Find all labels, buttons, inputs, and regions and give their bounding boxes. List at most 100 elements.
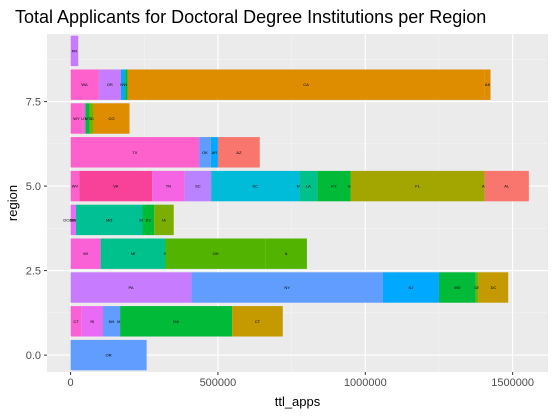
segment-label: AR	[212, 150, 218, 155]
bar-segment-dc	[478, 272, 509, 303]
bar-segment-mt	[85, 103, 90, 134]
y-axis-title: region	[5, 185, 20, 221]
segment-label: OR	[107, 82, 113, 87]
segment-label: MD	[454, 285, 460, 290]
bar-segment-ks	[142, 204, 155, 236]
bar-segment-ca	[127, 69, 485, 100]
bars-layer: ORCTRINHMEMACTPANYNJMDDEDCWIMIINOHILDC/M…	[63, 35, 529, 371]
x-axis-title: ttl_apps	[275, 394, 321, 409]
segment-label: PR	[72, 48, 78, 53]
bar-segment-nj	[382, 272, 439, 303]
segment-label: CO	[109, 116, 115, 121]
bar-segment-ma	[120, 306, 233, 337]
y-axis: 0.0 2.5 5.0 7.5	[26, 97, 47, 362]
bar-segment-tx	[70, 137, 200, 168]
segment-label: WV	[72, 184, 79, 189]
bar-region-2: PA NY NJ MD DE DC	[70, 272, 509, 303]
bar-segment-ny	[191, 272, 383, 303]
segment-label: CT	[255, 319, 261, 324]
x-tick-label: 500000	[200, 377, 237, 389]
segment-label: ID	[90, 116, 94, 121]
bar-region-6: TX OK AR AZ	[70, 137, 260, 168]
bar-segment-ri	[81, 306, 103, 337]
bar-segment-pr	[70, 35, 79, 67]
bar-segment-de	[475, 272, 479, 303]
y-tick-label: 5.0	[26, 181, 41, 193]
segment-label: TN	[166, 184, 171, 189]
bar-segment-wy	[70, 103, 83, 134]
bar-segment-mo	[75, 204, 143, 236]
segment-label: RI	[90, 319, 94, 324]
segment-label: DC/MN/NE	[63, 217, 83, 222]
segment-label: NV	[120, 82, 126, 87]
segment-label: AK	[485, 82, 491, 87]
bar-segment-la	[299, 170, 318, 202]
bar-segment-dc-mn-ne	[70, 204, 76, 236]
bar-segment-co	[93, 103, 130, 134]
segment-label: UT	[81, 116, 87, 121]
segment-label: MT	[85, 116, 91, 121]
bar-segment-wi	[70, 238, 101, 269]
bar-segment-ct	[232, 306, 283, 337]
chart-title: Total Applicants for Doctoral Degree Ins…	[15, 7, 486, 27]
bar-segment-il	[265, 238, 307, 269]
bar-segment-sc	[184, 170, 212, 202]
bar-segment-va	[79, 170, 153, 202]
segment-label: WI	[83, 251, 88, 256]
segment-label: IA	[162, 217, 166, 222]
segment-label: WY	[73, 116, 80, 121]
bar-segment-fl	[350, 170, 485, 202]
segment-label: MI	[131, 251, 135, 256]
segment-label: CA	[303, 82, 309, 87]
bar-segment-md	[438, 272, 476, 303]
bar-region-3: WIMIINOHIL	[70, 238, 307, 269]
bar-region-0: OR	[70, 339, 147, 371]
segment-label: CT	[74, 319, 80, 324]
bar-segment-wa	[70, 69, 99, 100]
segment-label: PA	[128, 285, 133, 290]
segment-label: AZ	[236, 150, 242, 155]
segment-label: DE	[474, 285, 480, 290]
bar-segment-ar	[210, 137, 218, 168]
bar-segment-or	[70, 339, 147, 371]
x-tick-label: 1500000	[491, 377, 534, 389]
bar-region-9: PR	[70, 35, 79, 67]
segment-label: IL	[285, 251, 289, 256]
segment-label: AL	[504, 184, 510, 189]
segment-label: OR	[106, 353, 112, 358]
bar-segment-ut	[82, 103, 86, 134]
bar-segment-id	[89, 103, 94, 134]
bar-segment-ky	[317, 170, 351, 202]
bar-segment-ok	[199, 137, 211, 168]
bar-region-5: WVVATNSCNCMSLAKYGAFLARAL	[70, 170, 529, 202]
segment-label: DC	[491, 285, 497, 290]
x-tick-label: 1000000	[344, 377, 387, 389]
segment-label: KY	[331, 184, 337, 189]
segment-label: FL	[415, 184, 420, 189]
segment-label: MA	[173, 319, 179, 324]
segment-label: OH	[213, 251, 219, 256]
bar-segment-hi	[125, 69, 128, 100]
bar-segment-nh	[102, 306, 121, 337]
bar-segment-ia	[154, 204, 174, 236]
bar-region-4: DC/MN/NESD/NDMOMNKSIA	[63, 204, 174, 236]
segment-label: SC	[195, 184, 201, 189]
segment-label: OK	[202, 150, 208, 155]
segment-label: KS	[146, 217, 152, 222]
segment-label: VA	[113, 184, 118, 189]
segment-label: NY	[284, 285, 290, 290]
x-axis: 0 500000 1000000 1500000	[68, 372, 534, 389]
segment-label: LA	[306, 184, 311, 189]
bar-segment-nv	[120, 69, 126, 100]
bar-segment-al	[484, 170, 529, 202]
bar-segment-wv	[70, 170, 80, 202]
bar-segment-ak	[484, 69, 491, 100]
bar-segment-oh	[165, 238, 266, 269]
segment-label: NC	[252, 184, 258, 189]
bar-segment-tn	[152, 170, 185, 202]
bar-segment-ct	[70, 306, 82, 337]
bar-region-1: CTRINHMEMACT	[70, 306, 283, 337]
